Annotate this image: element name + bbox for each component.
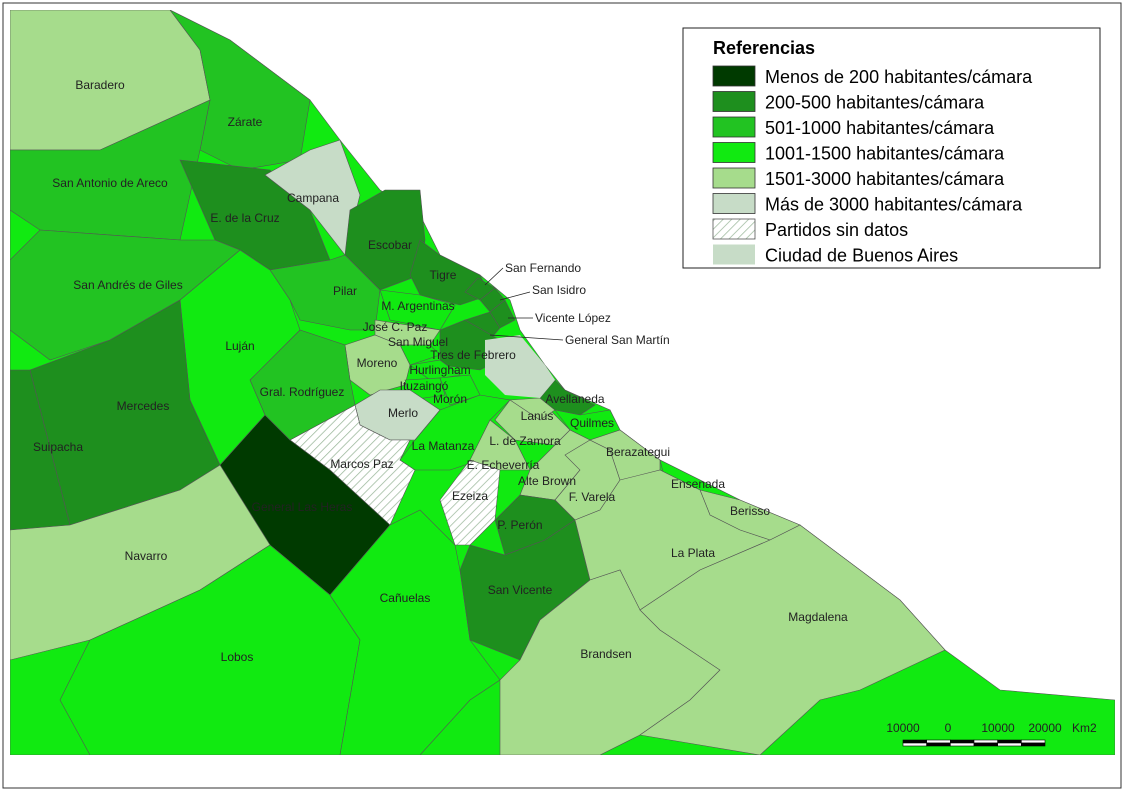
region-label: Baradero xyxy=(75,78,125,92)
map-area: Baradero Zárate San Antonio de Areco E. de … xyxy=(10,10,1115,755)
region xyxy=(379,289,456,331)
region-label: Moreno xyxy=(357,356,398,370)
legend-swatch xyxy=(712,91,756,112)
scale-segment xyxy=(950,742,975,747)
region-label: Gral. Rodríguez xyxy=(260,385,345,399)
region xyxy=(469,419,531,471)
scale-segment xyxy=(1021,739,1046,744)
scale-label: 10000 xyxy=(886,721,920,735)
region-label: P. Perón xyxy=(497,518,542,532)
region-label: Luján xyxy=(225,339,254,353)
legend-title: Referencias xyxy=(713,38,815,58)
region xyxy=(639,524,946,755)
legend-label: Más de 3000 habitantes/cámara xyxy=(765,195,1023,215)
legend-label: 501-1000 habitantes/cámara xyxy=(765,118,995,138)
scale-segment xyxy=(973,742,998,747)
region-label: Berisso xyxy=(730,504,770,518)
legend-label: 1001-1500 habitantes/cámara xyxy=(765,144,1005,164)
region-label: San Fernando xyxy=(505,261,581,275)
scale-segment xyxy=(926,739,951,744)
region-label: San Miguel xyxy=(388,335,448,349)
scale-segment xyxy=(902,742,927,747)
scale-label: 0 xyxy=(945,721,952,735)
region-label: Avellaneda xyxy=(545,392,604,406)
region-label: La Matanza xyxy=(412,439,475,453)
scale-segment xyxy=(926,742,951,747)
scale-segment xyxy=(997,739,1022,744)
legend-label: Menos de 200 habitantes/cámara xyxy=(765,67,1033,87)
scale-unit: Km2 xyxy=(1072,721,1097,735)
legend-label: Partidos sin datos xyxy=(765,220,908,240)
region-label: M. Argentinas xyxy=(381,299,454,313)
region-label: Zárate xyxy=(228,115,263,129)
legend-swatch xyxy=(712,218,756,240)
scale-segment xyxy=(1021,742,1046,747)
region-label: Tigre xyxy=(430,268,457,282)
region-label: Magdalena xyxy=(788,610,848,624)
leader-line xyxy=(484,267,504,286)
region-label: Quilmes xyxy=(570,416,614,430)
region xyxy=(249,329,356,441)
region-label: Suipacha xyxy=(33,440,83,454)
region xyxy=(409,359,461,381)
legend-swatch xyxy=(712,167,756,189)
region-label: Lobos xyxy=(221,650,254,664)
scale-label: 10000 xyxy=(981,721,1015,735)
region-label: General Las Heras xyxy=(252,500,353,514)
scale-segment xyxy=(997,742,1022,747)
leader-line xyxy=(499,291,531,301)
scale-bar: Km2 10000 0 10000 20000 xyxy=(886,721,1097,747)
region-label: F. Varela xyxy=(569,490,616,504)
region-label: Mercedes xyxy=(117,399,170,413)
region-label: Hurlingham xyxy=(409,363,470,377)
region xyxy=(329,509,501,755)
region-label: Cañuelas xyxy=(380,591,431,605)
region-label: Merlo xyxy=(388,406,418,420)
region-label: Ezeiza xyxy=(452,489,488,503)
region-label: Campana xyxy=(287,191,339,205)
region-label: Ensenada xyxy=(671,477,725,491)
region-label: La Plata xyxy=(671,546,715,560)
legend-swatch xyxy=(712,142,756,163)
region-label: San Andrés de Giles xyxy=(73,278,182,292)
legend-swatch xyxy=(712,193,756,214)
region-label: Berazategui xyxy=(606,445,670,459)
leader-line xyxy=(489,334,564,341)
scale-segment xyxy=(902,739,927,744)
region-label: Marcos Paz xyxy=(330,457,393,471)
region-label: Ituzaingó xyxy=(400,379,449,393)
region-label: Lanús xyxy=(521,409,554,423)
legend-swatch xyxy=(713,244,755,265)
region-label: José C. Paz xyxy=(363,320,428,334)
region xyxy=(264,139,361,256)
scale-segment xyxy=(950,739,975,744)
legend-swatch xyxy=(712,116,756,138)
region-label: San Antonio de Areco xyxy=(52,176,168,190)
region-label: Pilar xyxy=(333,284,357,298)
region-label: Escobar xyxy=(368,238,412,252)
region-label: L. de Zamora xyxy=(489,434,561,448)
capital-area xyxy=(485,335,555,398)
region-label: General San Martín xyxy=(565,333,670,347)
legend: Referencias Menos de 200 habitantes/cáma… xyxy=(682,27,1101,269)
region-label: San Vicente xyxy=(488,583,553,597)
region-label: Brandsen xyxy=(580,647,631,661)
legend-label: Ciudad de Buenos Aires xyxy=(765,246,958,266)
region-label: Tres de Febrero xyxy=(430,348,516,362)
region-label: Morón xyxy=(433,392,467,406)
legend-label: 200-500 habitantes/cámara xyxy=(765,93,985,113)
region-label: Vicente López xyxy=(535,311,611,325)
region xyxy=(344,334,411,396)
region-label: E. de la Cruz xyxy=(210,211,279,225)
legend-swatch xyxy=(712,65,756,87)
region xyxy=(10,99,211,241)
legend-label: 1501-3000 habitantes/cámara xyxy=(765,169,1005,189)
scale-label: 20000 xyxy=(1028,721,1062,735)
region-label: Navarro xyxy=(125,549,168,563)
region-label: Alte Brown xyxy=(518,474,576,488)
region-label: E. Echeverría xyxy=(467,458,540,472)
scale-segment xyxy=(973,739,998,744)
region-label: San Isidro xyxy=(532,283,586,297)
